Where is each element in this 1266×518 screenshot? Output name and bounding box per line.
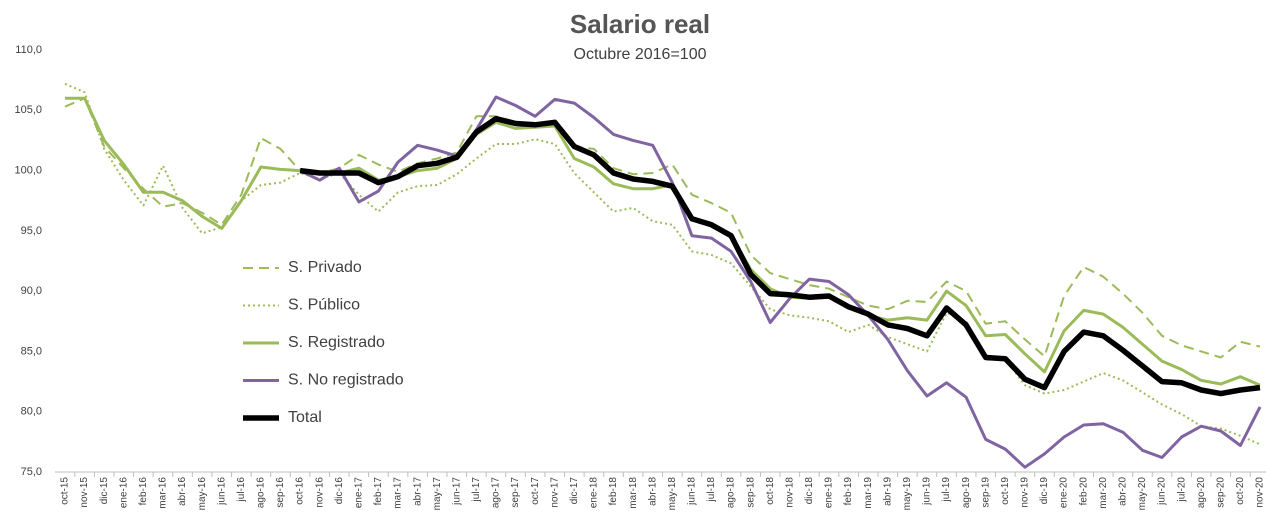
x-tick-label: abr-20 xyxy=(1118,477,1129,506)
x-tick-label: jul-17 xyxy=(471,477,482,503)
x-tick-label: feb-20 xyxy=(1078,477,1089,506)
x-tick-label: oct-16 xyxy=(295,477,306,505)
x-tick-label: nov-16 xyxy=(314,477,325,508)
x-tick-label: may-19 xyxy=(902,477,913,511)
x-tick-label: jul-20 xyxy=(1176,477,1187,503)
x-tick-label: ago-19 xyxy=(961,477,972,509)
series-line xyxy=(65,96,1261,387)
x-tick-label: ene-19 xyxy=(824,477,835,509)
x-tick-label: ago-16 xyxy=(256,477,267,509)
x-tick-label: feb-17 xyxy=(373,477,384,506)
x-tick-label: may-16 xyxy=(197,477,208,511)
y-tick-label: 80,0 xyxy=(21,406,42,418)
legend-label: S. Público xyxy=(288,297,360,314)
x-tick-label: dic-18 xyxy=(804,477,815,505)
x-tick-label: jul-19 xyxy=(941,477,952,503)
series-line xyxy=(64,97,1261,359)
x-tick-label: ene-17 xyxy=(353,477,364,509)
y-tick-label: 110,0 xyxy=(15,44,42,56)
x-tick-label: dic-17 xyxy=(569,477,580,505)
x-tick-label: nov-19 xyxy=(1020,477,1031,508)
x-tick-label: feb-19 xyxy=(843,477,854,506)
x-tick-label: jun-18 xyxy=(687,477,698,506)
x-tick-label: mar-18 xyxy=(628,477,639,509)
chart-title: Salario real xyxy=(570,9,710,39)
x-tick-label: mar-19 xyxy=(863,477,874,509)
x-tick-label: abr-18 xyxy=(647,477,658,506)
x-tick-label: may-17 xyxy=(432,477,443,511)
x-tick-label: sep-16 xyxy=(275,477,286,508)
y-tick-label: 100,0 xyxy=(14,164,42,176)
x-tick-label: abr-16 xyxy=(177,477,188,506)
x-tick-label: sep-19 xyxy=(980,477,991,508)
x-tick-label: nov-18 xyxy=(784,477,795,508)
series-line xyxy=(64,82,1261,446)
x-tick-label: dic-15 xyxy=(99,477,110,505)
x-tick-label: ene-20 xyxy=(1059,477,1070,509)
series-line xyxy=(299,95,1262,469)
x-tick-label: oct-18 xyxy=(765,477,776,505)
x-tick-label: mar-17 xyxy=(393,477,404,509)
x-tick-label: oct-17 xyxy=(530,477,541,505)
x-tick-label: ene-16 xyxy=(118,477,129,509)
series-line xyxy=(299,115,1261,397)
x-tick-label: jun-16 xyxy=(216,477,227,506)
x-tick-label: ago-17 xyxy=(491,477,502,509)
x-tick-label: ago-20 xyxy=(1196,477,1207,509)
x-tick-label: may-18 xyxy=(667,477,678,511)
y-tick-label: 90,0 xyxy=(21,285,42,297)
y-tick-label: 75,0 xyxy=(21,466,42,478)
y-tick-label: 95,0 xyxy=(21,225,42,237)
x-tick-label: ene-18 xyxy=(589,477,600,509)
legend-label: S. Privado xyxy=(288,259,362,276)
x-tick-label: jun-20 xyxy=(1157,477,1168,506)
chart-subtitle: Octubre 2016=100 xyxy=(574,46,707,63)
x-tick-label: feb-16 xyxy=(138,477,149,506)
legend-label: Total xyxy=(288,409,322,426)
x-tick-label: oct-15 xyxy=(60,477,71,505)
x-tick-label: jun-19 xyxy=(922,477,933,506)
x-tick-label: sep-20 xyxy=(1215,477,1226,508)
x-tick-label: nov-17 xyxy=(549,477,560,508)
x-tick-label: sep-17 xyxy=(510,477,521,508)
y-tick-label: 105,0 xyxy=(14,104,42,116)
x-tick-label: abr-17 xyxy=(412,477,423,506)
x-tick-label: jun-17 xyxy=(451,477,462,506)
x-tick-label: dic-19 xyxy=(1039,477,1050,505)
x-tick-label: sep-18 xyxy=(745,477,756,508)
x-tick-label: oct-19 xyxy=(1000,477,1011,505)
y-tick-label: 85,0 xyxy=(21,345,42,357)
legend-label: S. Registrado xyxy=(288,334,385,351)
x-tick-label: ago-18 xyxy=(726,477,737,509)
x-tick-label: nov-15 xyxy=(79,477,90,508)
x-tick-label: mar-16 xyxy=(158,477,169,509)
x-tick-label: abr-19 xyxy=(882,477,893,506)
x-tick-label: jul-16 xyxy=(236,477,247,503)
legend-label: S. No registrado xyxy=(288,372,404,389)
x-tick-label: jul-18 xyxy=(706,477,717,503)
x-tick-label: dic-16 xyxy=(334,477,345,505)
x-tick-label: mar-20 xyxy=(1098,477,1109,509)
x-tick-label: nov-20 xyxy=(1255,477,1266,508)
x-tick-label: feb-18 xyxy=(608,477,619,506)
x-tick-label: oct-20 xyxy=(1235,477,1246,505)
x-tick-label: may-20 xyxy=(1137,477,1148,511)
